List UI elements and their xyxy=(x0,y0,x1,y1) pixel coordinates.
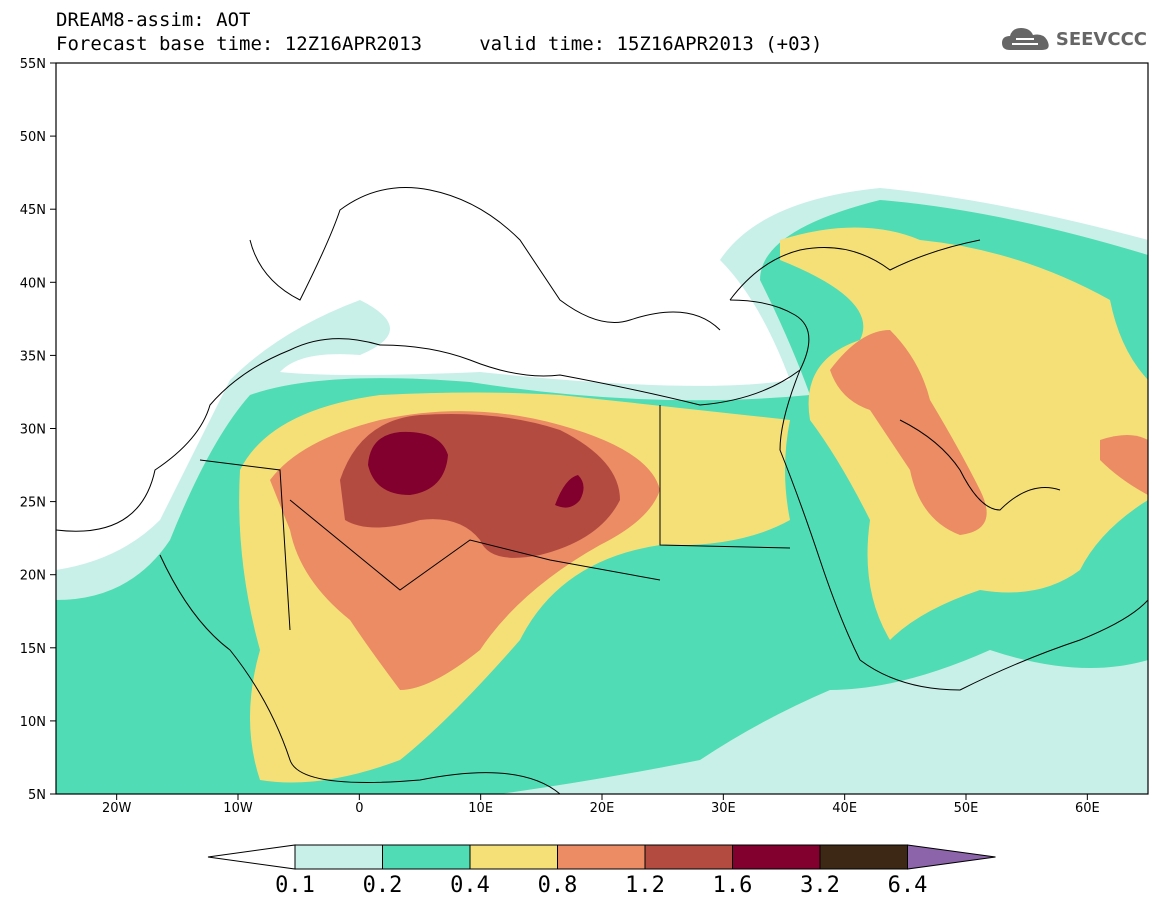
colorbar-cell xyxy=(732,844,821,870)
colorbar-level-label: 1.6 xyxy=(713,873,753,898)
lon-label: 30E xyxy=(711,801,736,816)
aot-field xyxy=(56,188,1148,794)
lat-label: 45N xyxy=(20,203,46,218)
aot-contour-0.8-se xyxy=(1100,435,1148,495)
lon-label: 60E xyxy=(1075,801,1100,816)
colorbar-cell xyxy=(557,844,646,870)
aot-contour-0.8-east xyxy=(830,330,987,535)
latitude-axis: 55N 50N 45N 40N 35N 30N 25N 20N 15N 10N 5N xyxy=(20,57,56,803)
lon-label: 10W xyxy=(223,801,253,816)
seevccc-logo: SEEVCCC xyxy=(1000,24,1147,54)
lon-label: 20W xyxy=(102,801,132,816)
colorbar-cell xyxy=(294,844,383,870)
colorbar-under-arrow xyxy=(207,844,296,870)
lat-label: 15N xyxy=(20,642,46,657)
colorbar-level-label: 6.4 xyxy=(888,873,928,898)
lat-label: 5N xyxy=(28,788,46,803)
colorbar-cell xyxy=(382,844,471,870)
lat-label: 25N xyxy=(20,496,46,511)
colorbar-level-label: 1.2 xyxy=(625,873,665,898)
colorbar-cell xyxy=(644,844,733,870)
colorbar-level-label: 0.1 xyxy=(275,873,315,898)
forecast-times: Forecast base time: 12Z16APR2013 valid t… xyxy=(56,33,823,55)
longitude-axis: 20W 10W 0 10E 20E 30E 40E 50E 60E xyxy=(102,794,1100,816)
lat-label: 50N xyxy=(20,130,46,145)
lat-label: 35N xyxy=(20,349,46,364)
lat-label: 10N xyxy=(20,715,46,730)
colorbar-cell xyxy=(469,844,558,870)
colorbar-level-label: 0.2 xyxy=(363,873,403,898)
aot-contour-1.6 xyxy=(368,431,448,495)
colorbar-cell xyxy=(819,844,908,870)
lat-label: 30N xyxy=(20,423,46,438)
colorbar: 0.1 0.2 0.4 0.8 1.2 1.6 3.2 6.4 xyxy=(207,844,996,898)
lat-label: 40N xyxy=(20,276,46,291)
coastlines xyxy=(56,187,1148,794)
lat-label: 55N xyxy=(20,57,46,72)
lon-label: 40E xyxy=(832,801,857,816)
lon-label: 10E xyxy=(468,801,493,816)
map-title: DREAM8-assim: AOT xyxy=(56,9,251,31)
lon-label: 0 xyxy=(355,801,363,816)
cloud-icon xyxy=(1001,28,1049,50)
lat-label: 20N xyxy=(20,569,46,584)
colorbar-level-label: 0.4 xyxy=(450,873,490,898)
colorbar-over-arrow xyxy=(907,844,996,870)
lon-label: 50E xyxy=(954,801,979,816)
logo-text: SEEVCCC xyxy=(1055,28,1147,50)
aot-contour-1.6-b xyxy=(555,475,584,508)
aot-contour-0.4-east xyxy=(780,227,1148,640)
colorbar-level-label: 0.8 xyxy=(538,873,578,898)
colorbar-level-label: 3.2 xyxy=(800,873,840,898)
lon-label: 20E xyxy=(590,801,615,816)
